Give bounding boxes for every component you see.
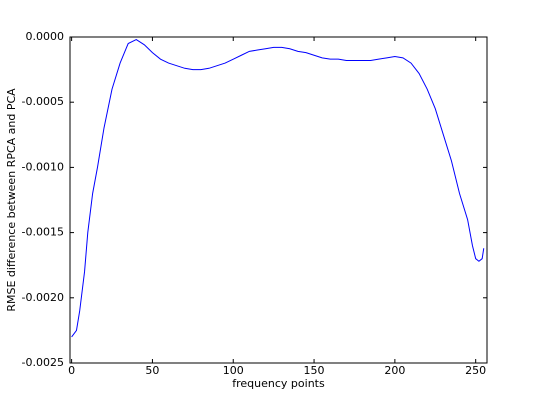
x-tick-label: 250 — [465, 364, 486, 377]
y-tick-label: -0.0025 — [22, 356, 64, 369]
plot-frame — [69, 36, 488, 364]
x-tick-label: 200 — [384, 364, 405, 377]
x-tick-label: 150 — [304, 364, 325, 377]
y-tick-label: -0.0015 — [22, 226, 64, 239]
data-line — [71, 39, 485, 338]
x-axis-label: frequency points — [232, 377, 325, 390]
y-axis-label: RMSE difference between RPCA and PCA — [5, 88, 18, 312]
x-tick-label: 100 — [223, 364, 244, 377]
y-tick-label: -0.0005 — [22, 95, 64, 108]
x-tick-label: 0 — [68, 364, 75, 377]
y-tick-label: 0.0000 — [26, 30, 65, 43]
x-tick-label: 50 — [145, 364, 159, 377]
y-tick-label: -0.0020 — [22, 291, 64, 304]
y-tick-label: -0.0010 — [22, 160, 64, 173]
